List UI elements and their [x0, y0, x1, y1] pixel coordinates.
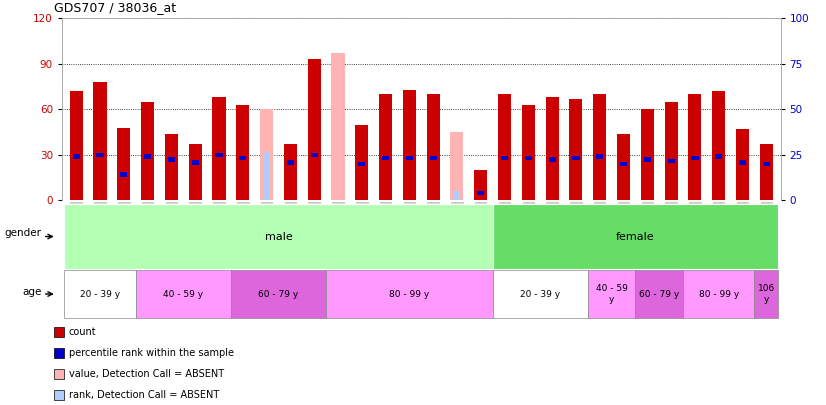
Bar — [572, 156, 580, 160]
Bar — [326, 270, 492, 318]
Bar — [430, 156, 437, 160]
Bar — [135, 270, 231, 318]
Bar — [736, 129, 749, 200]
Bar — [739, 160, 746, 165]
Bar — [588, 270, 635, 318]
Bar — [477, 191, 484, 195]
Bar — [760, 144, 773, 200]
Bar — [546, 97, 558, 200]
Bar — [284, 144, 297, 200]
Bar — [93, 82, 107, 200]
Bar — [212, 97, 225, 200]
Bar — [231, 270, 326, 318]
Bar — [641, 109, 654, 200]
Bar — [667, 159, 675, 163]
Bar — [665, 102, 677, 200]
Bar — [683, 270, 754, 318]
Text: 40 - 59 y: 40 - 59 y — [164, 290, 203, 298]
Bar — [260, 109, 273, 200]
Bar — [492, 270, 588, 318]
Text: value, Detection Call = ABSENT: value, Detection Call = ABSENT — [69, 369, 224, 379]
Bar — [141, 102, 154, 200]
Text: gender: gender — [5, 228, 41, 238]
Bar — [474, 170, 487, 200]
Bar — [64, 204, 492, 269]
Text: 80 - 99 y: 80 - 99 y — [699, 290, 738, 298]
Bar — [525, 156, 532, 160]
Bar — [236, 105, 249, 200]
Bar — [69, 91, 83, 200]
Bar — [715, 154, 722, 159]
Bar — [263, 152, 269, 200]
Bar — [97, 153, 103, 157]
Bar — [54, 348, 64, 358]
Bar — [216, 153, 222, 157]
Bar — [403, 90, 416, 200]
Bar — [144, 154, 151, 159]
Text: 60 - 79 y: 60 - 79 y — [639, 290, 679, 298]
Bar — [691, 156, 699, 160]
Text: age: age — [22, 287, 41, 296]
Bar — [165, 134, 178, 200]
Text: GDS707 / 38036_at: GDS707 / 38036_at — [54, 1, 176, 14]
Bar — [168, 157, 175, 162]
Bar — [240, 156, 246, 160]
Bar — [311, 153, 318, 157]
Bar — [73, 154, 80, 159]
Bar — [501, 156, 508, 160]
Bar — [635, 270, 683, 318]
Bar — [331, 53, 344, 200]
Bar — [54, 369, 64, 379]
Bar — [762, 162, 770, 166]
Bar — [617, 134, 630, 200]
Bar — [117, 128, 131, 200]
Bar — [192, 160, 199, 165]
Bar — [54, 390, 64, 400]
Text: count: count — [69, 327, 97, 337]
Bar — [450, 132, 463, 200]
Text: 40 - 59
y: 40 - 59 y — [596, 284, 628, 304]
Bar — [688, 94, 701, 200]
Text: rank, Detection Call = ABSENT: rank, Detection Call = ABSENT — [69, 390, 219, 400]
Text: 20 - 39 y: 20 - 39 y — [520, 290, 560, 298]
Bar — [596, 154, 603, 159]
Bar — [188, 144, 202, 200]
Bar — [121, 173, 127, 177]
Bar — [426, 94, 439, 200]
Bar — [754, 270, 778, 318]
Bar — [358, 162, 365, 166]
Bar — [307, 59, 320, 200]
Bar — [382, 156, 389, 160]
Bar — [569, 99, 582, 200]
Bar — [64, 270, 135, 318]
Bar — [522, 105, 535, 200]
Bar — [620, 162, 627, 166]
Text: male: male — [264, 232, 292, 241]
Bar — [287, 160, 294, 165]
Bar — [454, 192, 460, 200]
Bar — [379, 94, 392, 200]
Text: 60 - 79 y: 60 - 79 y — [259, 290, 299, 298]
Bar — [355, 125, 368, 200]
Text: female: female — [616, 232, 655, 241]
Text: 106
y: 106 y — [757, 284, 775, 304]
Text: 20 - 39 y: 20 - 39 y — [80, 290, 120, 298]
Bar — [643, 157, 651, 162]
Bar — [712, 91, 725, 200]
Text: percentile rank within the sample: percentile rank within the sample — [69, 348, 234, 358]
Bar — [406, 156, 413, 160]
Bar — [593, 94, 606, 200]
Bar — [548, 157, 556, 162]
Bar — [54, 327, 64, 337]
Text: 80 - 99 y: 80 - 99 y — [389, 290, 430, 298]
Bar — [498, 94, 511, 200]
Bar — [492, 204, 778, 269]
